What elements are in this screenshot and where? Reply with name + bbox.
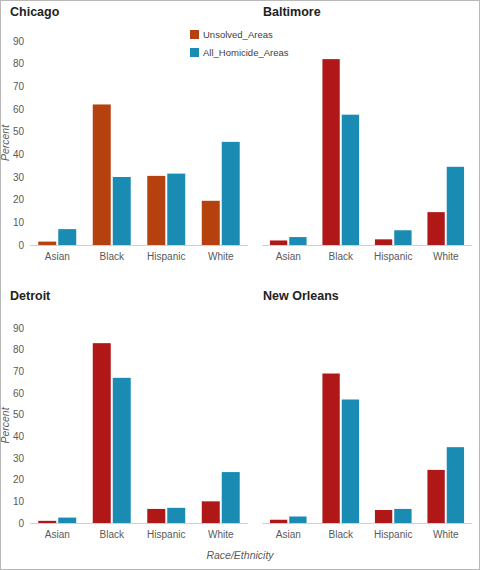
panel: Chicago 0 10 20 30 40 50 60 70 80 90 Percent Asian Bl… <box>0 5 289 262</box>
bar <box>147 509 165 523</box>
chart-title: Detroit <box>10 289 51 303</box>
y-tick-label: 20 <box>13 474 25 485</box>
bar <box>447 167 464 245</box>
bar <box>202 201 220 245</box>
bar <box>375 239 392 245</box>
y-tick-label: 90 <box>13 323 25 334</box>
y-tick-label: 80 <box>13 58 25 69</box>
bar <box>93 104 111 245</box>
bar <box>58 229 76 245</box>
y-tick-label: 60 <box>13 388 25 399</box>
bar <box>38 242 56 245</box>
y-tick-label: 30 <box>13 172 25 183</box>
bar <box>167 508 185 523</box>
bar <box>289 237 306 245</box>
bar <box>38 521 56 523</box>
x-tick-label: White <box>208 251 234 262</box>
x-axis-line <box>262 245 472 246</box>
bar <box>222 142 240 245</box>
bar <box>58 518 76 523</box>
y-tick-label: 50 <box>13 126 25 137</box>
legend-label: Unsolved_Areas <box>203 29 273 40</box>
chart-title: New Orleans <box>263 289 339 303</box>
legend-swatch <box>190 48 199 57</box>
bar <box>147 176 165 245</box>
x-tick-label: White <box>208 529 234 540</box>
x-axis-line <box>262 523 472 524</box>
x-tick-label: Black <box>100 529 125 540</box>
chart-title: Baltimore <box>263 5 321 19</box>
legend-swatch <box>190 30 199 39</box>
bar <box>394 230 411 245</box>
x-tick-label: Black <box>100 251 125 262</box>
x-tick-label: Black <box>329 529 354 540</box>
panel: New Orleans Asian Black Hispanic White <box>262 289 472 540</box>
frame <box>1 1 480 570</box>
bar <box>375 510 392 523</box>
y-tick-label: 70 <box>13 81 25 92</box>
x-tick-label: White <box>433 529 459 540</box>
y-tick-label: 20 <box>13 194 25 205</box>
y-tick-label: 60 <box>13 104 25 115</box>
y-tick-label: 80 <box>13 344 25 355</box>
panel: Detroit 0 10 20 30 40 50 60 70 80 90 Percent Asian Bl… <box>0 289 248 540</box>
bar <box>447 447 464 523</box>
chart-title: Chicago <box>10 5 60 19</box>
x-tick-label: Black <box>329 251 354 262</box>
x-tick-label: Asian <box>45 251 70 262</box>
y-tick-label: 40 <box>13 149 25 160</box>
y-tick-label: 70 <box>13 366 25 377</box>
bar <box>113 378 131 523</box>
bar <box>222 472 240 523</box>
bar <box>202 501 220 523</box>
x-tick-label: Hispanic <box>374 251 412 262</box>
bars <box>38 343 239 523</box>
bar <box>322 374 339 524</box>
x-tick-label: Asian <box>276 529 301 540</box>
x-tick-label: Hispanic <box>374 529 412 540</box>
bar <box>427 470 444 523</box>
bar <box>427 212 444 245</box>
y-axis-label: Percent <box>0 124 11 161</box>
x-tick-label: Hispanic <box>147 529 185 540</box>
x-axis-line <box>30 245 248 246</box>
y-tick-label: 10 <box>13 217 25 228</box>
bar <box>322 59 339 245</box>
bar <box>342 115 359 245</box>
y-tick-label: 50 <box>13 409 25 420</box>
bar <box>394 509 411 523</box>
figure: Chicago 0 10 20 30 40 50 60 70 80 90 Percent Asian Bl… <box>0 0 480 570</box>
bars <box>38 104 239 245</box>
x-axis-line <box>30 523 248 524</box>
y-tick-label: 10 <box>13 496 25 507</box>
bar <box>167 174 185 245</box>
bar <box>342 400 359 524</box>
bar <box>270 520 287 523</box>
x-tick-label: White <box>433 251 459 262</box>
x-tick-label: Asian <box>45 529 70 540</box>
legend-label: All_Homicide_Areas <box>203 47 289 58</box>
x-tick-label: Hispanic <box>147 251 185 262</box>
bar <box>113 177 131 245</box>
y-tick-label: 0 <box>18 518 24 529</box>
y-axis-label: Percent <box>0 406 11 443</box>
x-tick-label: Asian <box>276 251 301 262</box>
bars <box>270 59 464 245</box>
bars <box>270 374 464 524</box>
panel: Baltimore Asian Black Hispanic White <box>262 5 472 262</box>
y-tick-label: 30 <box>13 453 25 464</box>
y-tick-label: 40 <box>13 431 25 442</box>
bar <box>93 343 111 523</box>
y-tick-label: 0 <box>18 240 24 251</box>
x-axis-label: Race/Ethnicity <box>206 549 274 561</box>
bar <box>270 240 287 245</box>
bar <box>289 517 306 524</box>
y-tick-label: 90 <box>13 36 25 47</box>
